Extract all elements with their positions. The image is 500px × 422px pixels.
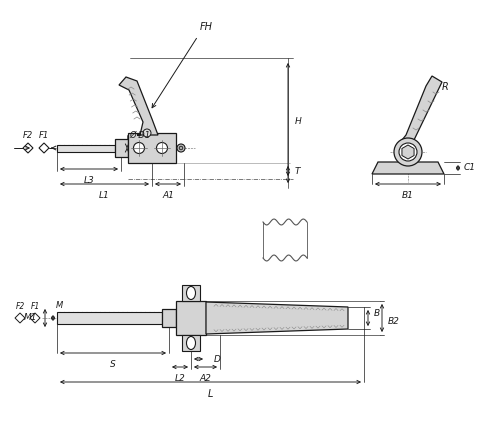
Text: A1: A1 xyxy=(162,191,174,200)
Bar xyxy=(128,133,176,163)
Text: B1: B1 xyxy=(402,191,414,200)
Text: D: D xyxy=(214,354,221,363)
Bar xyxy=(57,145,115,152)
Polygon shape xyxy=(182,335,200,351)
Polygon shape xyxy=(119,77,158,135)
Polygon shape xyxy=(30,313,40,323)
Text: S: S xyxy=(110,360,116,369)
Polygon shape xyxy=(15,313,25,323)
Text: M1: M1 xyxy=(24,314,37,322)
Circle shape xyxy=(394,138,422,166)
Bar xyxy=(115,139,128,157)
Text: B2: B2 xyxy=(388,317,400,327)
Text: L1: L1 xyxy=(98,191,110,200)
Polygon shape xyxy=(23,143,33,153)
Polygon shape xyxy=(39,143,49,153)
Ellipse shape xyxy=(186,287,196,300)
Bar xyxy=(162,309,176,327)
Circle shape xyxy=(399,143,417,161)
Text: L2: L2 xyxy=(174,374,186,383)
Text: Ø D1: Ø D1 xyxy=(129,131,150,140)
Text: F2: F2 xyxy=(16,302,24,311)
Circle shape xyxy=(179,146,183,150)
Circle shape xyxy=(134,143,144,154)
Polygon shape xyxy=(372,162,444,174)
Circle shape xyxy=(156,143,168,154)
Text: F1: F1 xyxy=(30,302,40,311)
Text: T: T xyxy=(295,167,300,176)
Text: L: L xyxy=(208,389,212,399)
Text: L3: L3 xyxy=(84,176,94,185)
Text: FH: FH xyxy=(200,22,213,32)
Polygon shape xyxy=(402,76,442,140)
Text: B: B xyxy=(374,309,380,319)
Polygon shape xyxy=(182,285,200,301)
Text: C1: C1 xyxy=(464,163,476,173)
Ellipse shape xyxy=(186,336,196,349)
Polygon shape xyxy=(206,302,348,334)
Text: F2: F2 xyxy=(23,131,33,140)
Text: F1: F1 xyxy=(39,131,49,140)
Bar xyxy=(176,301,206,335)
Text: H: H xyxy=(295,117,302,127)
Text: M: M xyxy=(56,301,63,310)
Text: A2: A2 xyxy=(199,374,211,383)
Circle shape xyxy=(143,129,151,137)
Bar xyxy=(57,312,162,324)
Polygon shape xyxy=(402,145,414,159)
Text: R: R xyxy=(442,82,449,92)
Circle shape xyxy=(177,144,185,152)
